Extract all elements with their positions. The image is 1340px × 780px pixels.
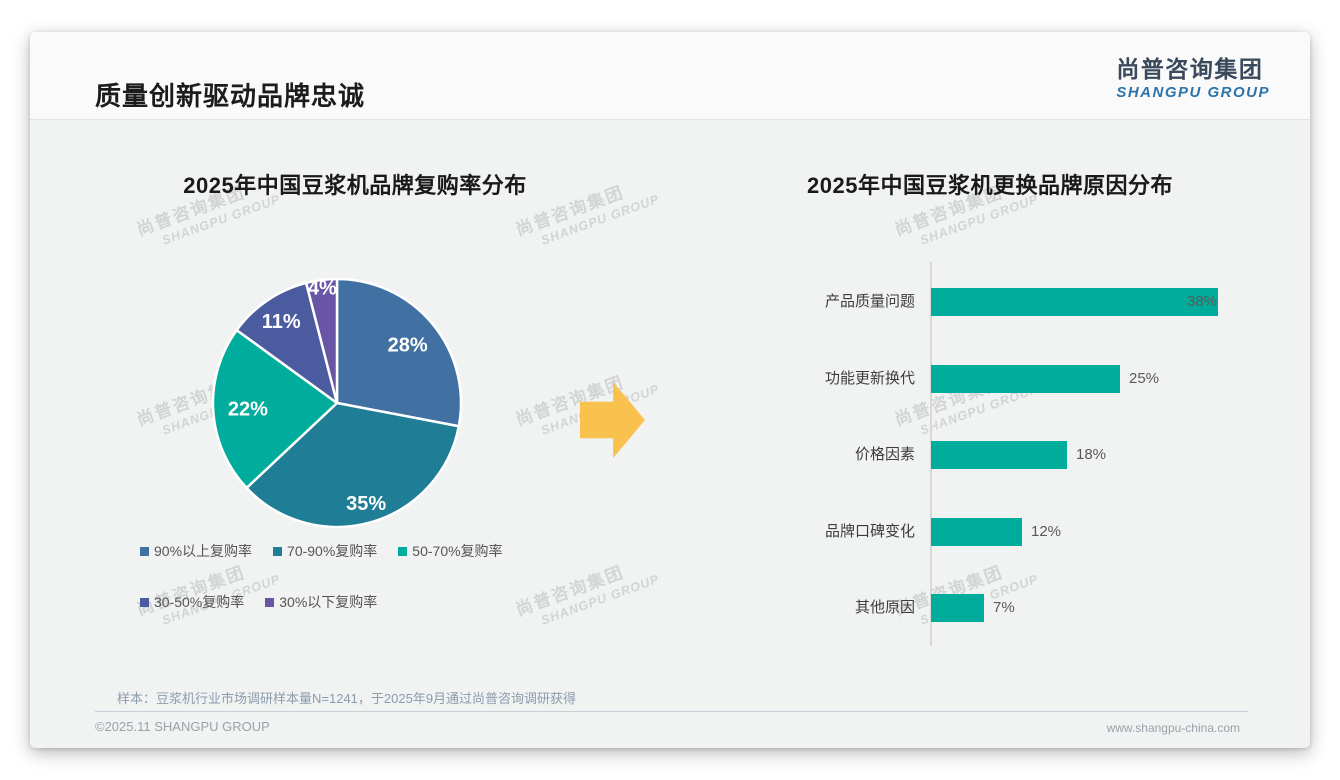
bar-category-label: 品牌口碑变化: [824, 523, 915, 540]
legend-item: 30%以下复购率: [265, 592, 377, 612]
pie-slice: [245, 401, 461, 529]
slide-header: 质量创新驱动品牌忠诚 尚普咨询集团 SHANGPU GROUP: [30, 32, 1310, 120]
bar-category-label: 其他原因: [854, 599, 915, 616]
company-logo: 尚普咨询集团 SHANGPU GROUP: [1116, 50, 1270, 101]
pie-legend-row: 90%以上复购率 70-90%复购率 50-70%复购率: [140, 541, 524, 561]
legend-label: 30%以下复购率: [279, 594, 378, 610]
bar-category-label: 价格因素: [854, 446, 915, 463]
bar-chart: 产品质量问题 38% 功能更新换代 25% 价格因素 18% 品牌口碑变化 12% 其他原因 7%: [30, 121, 1310, 748]
pie-slice: [304, 277, 339, 405]
slide-card: 质量创新驱动品牌忠诚 尚普咨询集团 SHANGPU GROUP 尚普咨询集团 SH…: [30, 32, 1310, 748]
legend-marker-icon: [398, 546, 408, 556]
pie-slice: [211, 328, 339, 490]
pie-legend-row: 30-50%复购率 30%以下复购率: [140, 592, 398, 612]
bar-chart-title: 2025年中国豆浆机更换品牌原因分布: [807, 173, 1173, 198]
pie-chart: 28% 35% 22% 11% 4%: [187, 253, 487, 553]
logo-chinese-text: 尚普咨询集团: [1116, 56, 1264, 82]
bar-value-label: 38%: [1187, 293, 1218, 310]
legend-item: 50-70%复购率: [398, 541, 503, 561]
legend-label: 90%以上复购率: [154, 543, 253, 559]
bar-value-label: 25%: [1129, 370, 1160, 387]
bar: [931, 441, 1067, 469]
legend-marker-icon: [140, 597, 149, 607]
legend-item: 30-50%复购率: [140, 592, 244, 612]
bar-category-label: 产品质量问题: [824, 293, 915, 310]
legend-label: 50-70%复购率: [412, 543, 503, 559]
sample-note: 样本：豆浆机行业市场调研样本量N=1241，于2025年9月通过尚普咨询调研获得: [117, 691, 577, 706]
pie-slice: [235, 281, 339, 405]
pie-slice: [335, 277, 463, 428]
bar: [931, 518, 1022, 546]
bar: [931, 288, 1218, 316]
bar-category-label: 功能更新换代: [824, 370, 915, 387]
pie-slice-value-label: 35%: [346, 493, 386, 515]
copyright-text: ©2025.11 SHANGPU GROUP: [95, 719, 270, 734]
legend-marker-icon: [273, 546, 283, 556]
pie-slice-value-label: 11%: [262, 311, 301, 333]
bar: [931, 594, 984, 622]
logo-english-text: SHANGPU GROUP: [1116, 84, 1270, 101]
legend-label: 70-90%复购率: [287, 543, 378, 559]
bar-value-label: 7%: [993, 599, 1015, 616]
legend-marker-icon: [265, 597, 275, 607]
legend-item: 90%以上复购率: [140, 541, 252, 561]
footer-divider: [95, 711, 1248, 712]
slide-body: 尚普咨询集团 SHANGPU GROUP 尚普咨询集团 SHANGPU GROUP 尚普…: [30, 121, 1310, 748]
legend-item: 70-90%复购率: [273, 541, 377, 561]
bar: [931, 365, 1120, 393]
pie-slice-value-label: 4%: [308, 277, 337, 299]
bar-value-label: 12%: [1031, 523, 1062, 540]
pie-slice-value-label: 22%: [228, 399, 268, 421]
pie-slice-value-label: 28%: [388, 335, 428, 357]
legend-label: 30-50%复购率: [154, 594, 245, 610]
website-url: www.shangpu-china.com: [1106, 721, 1240, 735]
pie-chart-title: 2025年中国豆浆机品牌复购率分布: [183, 173, 527, 198]
bar-value-label: 18%: [1076, 446, 1107, 463]
page-title: 质量创新驱动品牌忠诚: [95, 81, 366, 111]
legend-marker-icon: [140, 546, 149, 556]
